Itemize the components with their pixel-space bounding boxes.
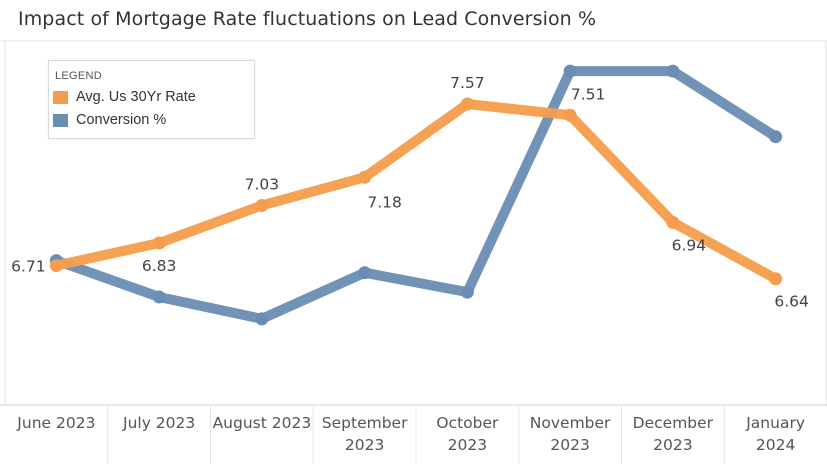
conversion-line <box>51 66 781 324</box>
x-tick-label: July 2023 <box>122 414 195 432</box>
rate-line <box>51 99 781 284</box>
rate-point <box>152 236 166 250</box>
x-tick-label: January <box>745 414 805 432</box>
legend-item-conversion[interactable]: Conversion % <box>53 112 254 128</box>
x-tick-label: 2023 <box>345 436 384 454</box>
x-tick-label: 2024 <box>756 436 795 454</box>
chart-title: Impact of Mortgage Rate fluctuations on … <box>18 8 597 30</box>
line-chart: June 2023 July 2023 August 2023 September 20… <box>0 40 827 464</box>
rate-point <box>666 215 680 229</box>
rate-data-label: 7.51 <box>571 85 606 103</box>
rate-data-label: 6.64 <box>774 293 809 311</box>
x-tick-label: December <box>633 414 714 432</box>
rate-data-label: 7.03 <box>245 175 280 193</box>
conversion-point <box>769 130 783 144</box>
rate-point <box>255 198 269 212</box>
x-tick-label: October <box>436 414 499 432</box>
chart-area: June 2023 July 2023 August 2023 September 20… <box>0 40 827 464</box>
rate-point <box>769 272 783 286</box>
legend-swatch-conversion <box>53 113 68 127</box>
legend-title: LEGEND <box>55 70 103 82</box>
rate-point <box>460 97 474 111</box>
x-tick-label: 2023 <box>448 436 487 454</box>
rate-data-label: 7.57 <box>450 74 485 92</box>
legend-label-rate: Avg. Us 30Yr Rate <box>76 89 196 105</box>
conversion-point <box>460 285 474 299</box>
legend-swatch-rate <box>53 90 68 104</box>
x-tick-label: 2023 <box>550 436 589 454</box>
conversion-point <box>666 64 680 78</box>
x-tick-label: 2023 <box>653 436 692 454</box>
legend-label-conversion: Conversion % <box>76 112 167 128</box>
x-tick-label: August 2023 <box>213 414 312 432</box>
rate-data-label: 7.18 <box>367 193 402 211</box>
rate-point <box>563 108 577 122</box>
conversion-point <box>255 312 269 326</box>
rate-data-label: 6.83 <box>142 257 177 275</box>
conversion-point <box>563 64 577 78</box>
conversion-point <box>358 266 372 280</box>
rate-point <box>49 259 63 273</box>
legend-item-rate[interactable]: Avg. Us 30Yr Rate <box>53 89 254 105</box>
legend[interactable]: LEGEND Avg. Us 30Yr Rate Conversion % <box>48 60 255 139</box>
conversion-point <box>152 290 166 304</box>
x-tick-label: September <box>322 414 408 432</box>
rate-point <box>358 170 372 184</box>
rate-data-label: 6.94 <box>672 236 707 254</box>
rate-data-label: 6.71 <box>11 258 46 276</box>
x-tick-label: June 2023 <box>16 414 95 432</box>
x-tick-label: November <box>530 414 611 432</box>
